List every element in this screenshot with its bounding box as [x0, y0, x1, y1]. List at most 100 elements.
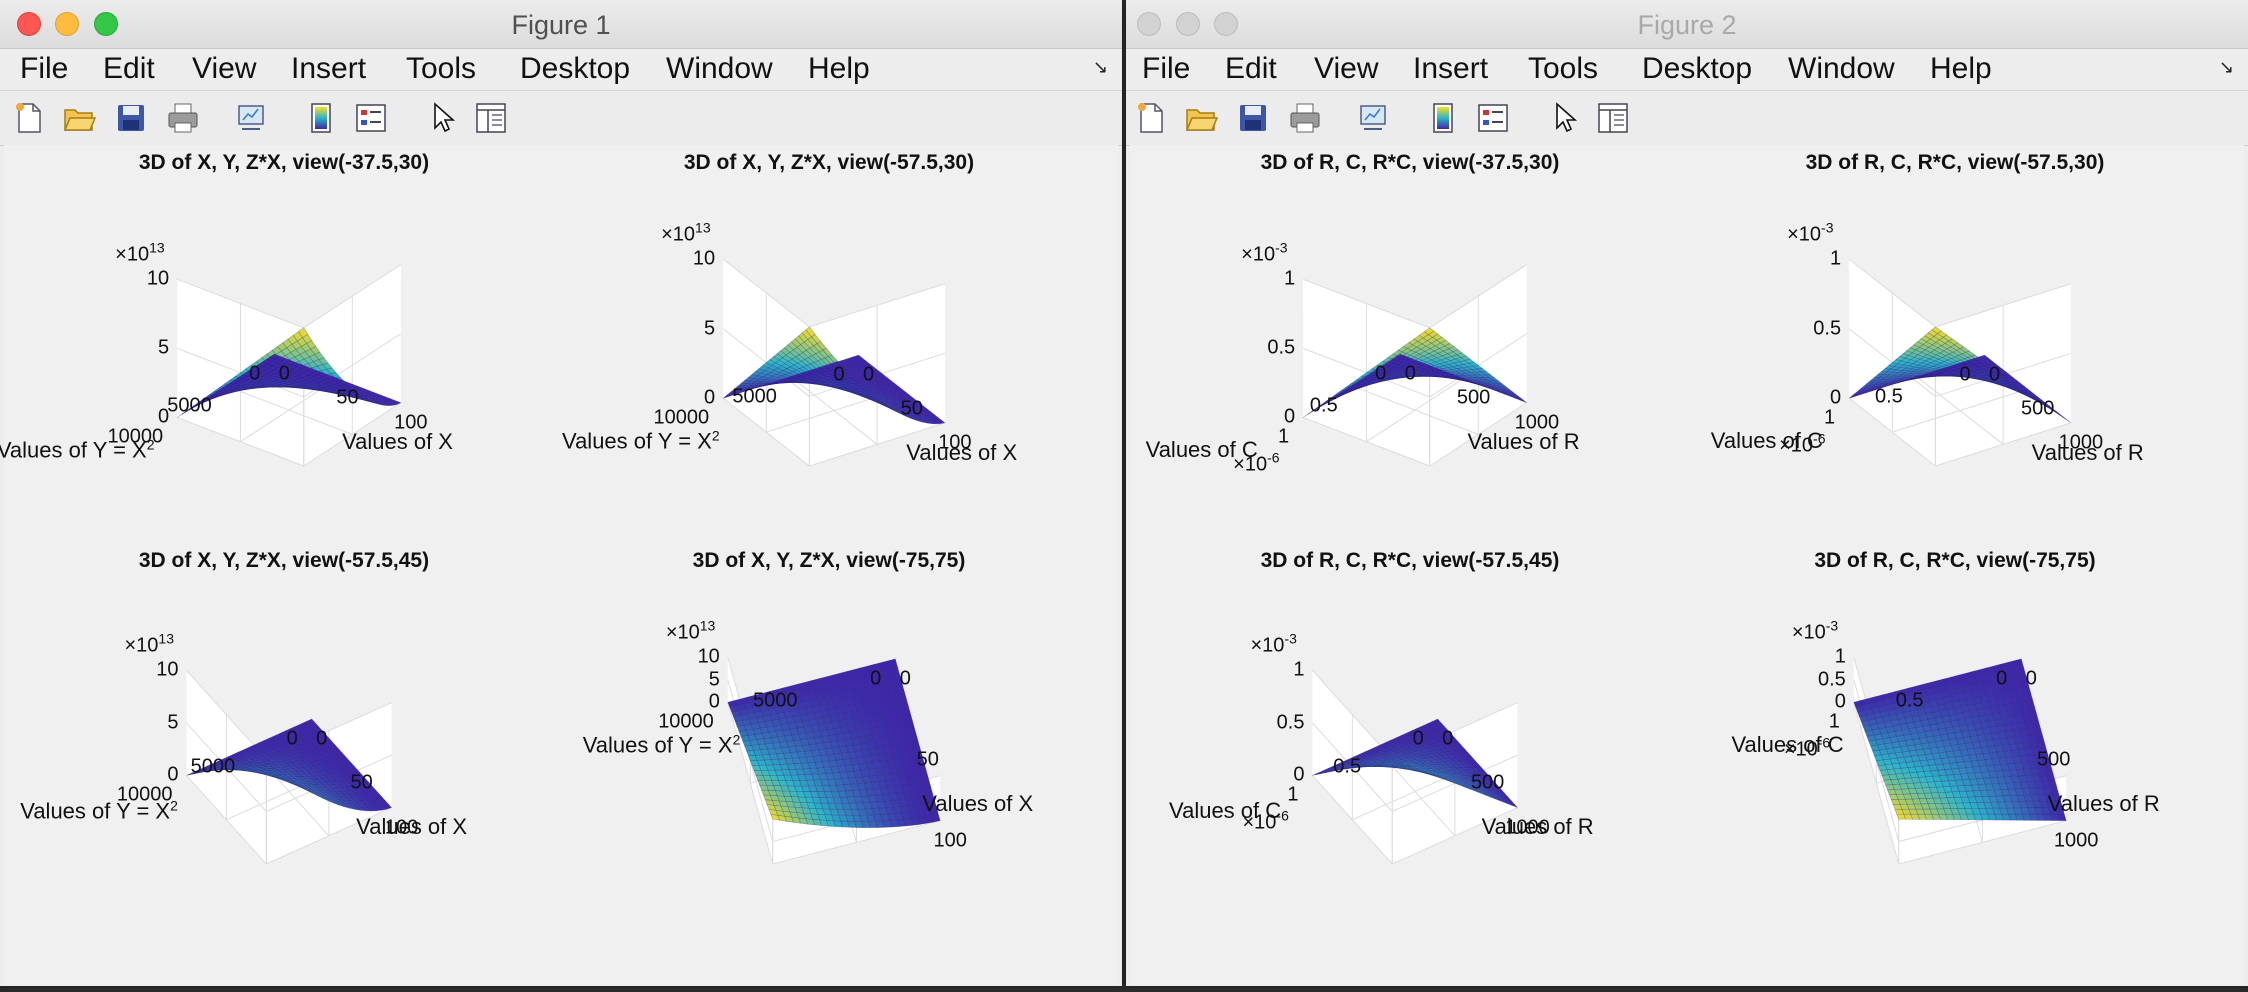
menu-view[interactable]: View: [192, 52, 257, 85]
menu-desktop[interactable]: Desktop: [1642, 52, 1753, 85]
close-window-button[interactable]: [1137, 12, 1161, 36]
plot-title: 3D of R, C, R*C, view(-75,75): [1814, 549, 2096, 572]
figure-toolbar: [0, 90, 1122, 146]
print-icon[interactable]: [1288, 101, 1322, 135]
y-axis-label: Values of C: [1145, 436, 1258, 462]
print-icon[interactable]: [166, 101, 200, 135]
surface-plot-1[interactable]: [1302, 264, 1528, 467]
minimize-window-button[interactable]: [55, 12, 79, 36]
y-tick-label: 0.5: [1875, 385, 1903, 408]
close-window-button[interactable]: [17, 12, 41, 36]
pointer-icon[interactable]: [426, 101, 460, 135]
property-editor-icon[interactable]: [474, 101, 508, 135]
z-tick-label: 0: [167, 763, 179, 786]
link-plot-icon[interactable]: [1356, 101, 1390, 135]
y-tick-label: 1: [1278, 425, 1290, 448]
property-editor-icon[interactable]: [1596, 101, 1630, 135]
dock-arrow-icon[interactable]: ↘: [2218, 57, 2234, 77]
menu-window[interactable]: Window: [666, 52, 773, 85]
y-tick-label: 0: [286, 727, 298, 750]
z-exponent-label: ×1013: [665, 618, 716, 644]
save-icon[interactable]: [114, 101, 148, 135]
plot-title: 3D of R, C, R*C, view(-37.5,30): [1260, 151, 1560, 174]
z-tick-label: 0: [158, 405, 170, 428]
y-tick-label: 0: [249, 362, 261, 385]
menu-file[interactable]: File: [1142, 52, 1191, 85]
title-bar[interactable]: Figure 1: [0, 0, 1122, 49]
x-tick-label: 50: [916, 748, 939, 771]
z-tick-label: 1: [1284, 267, 1296, 290]
y-tick-label: 10000: [658, 710, 714, 733]
surface-plot-1[interactable]: [176, 264, 402, 467]
open-file-icon[interactable]: [62, 101, 96, 135]
y-tick-label: 0.5: [1333, 755, 1362, 778]
open-file-icon[interactable]: [1184, 101, 1218, 135]
x-tick-label: 0: [278, 362, 290, 385]
z-tick-label: 0: [708, 690, 720, 713]
x-axis-label: Values of R: [2031, 439, 2144, 465]
colorbar-icon[interactable]: [304, 101, 338, 135]
menu-help[interactable]: Help: [808, 52, 870, 85]
save-icon[interactable]: [1236, 101, 1270, 135]
menu-help[interactable]: Help: [1930, 52, 1992, 85]
surface-plot-4[interactable]: [727, 657, 941, 865]
plot-title: 3D of X, Y, Z*X, view(-75,75): [692, 549, 966, 572]
y-exponent-label: ×10-6: [1233, 450, 1280, 476]
x-tick-label: 50: [336, 386, 359, 409]
legend-icon[interactable]: [1476, 101, 1510, 135]
menu-view[interactable]: View: [1314, 52, 1379, 85]
menu-bar: File Edit View Insert Tools Desktop Wind…: [0, 49, 1122, 89]
z-tick-label: 5: [708, 668, 720, 691]
surface-plot-3[interactable]: [1312, 670, 1518, 865]
pointer-icon[interactable]: [1548, 101, 1582, 135]
x-tick-label: 0: [2025, 667, 2037, 690]
menu-edit[interactable]: Edit: [103, 52, 155, 85]
dock-arrow-icon[interactable]: ↘: [1092, 57, 1108, 77]
x-tick-label: 1000: [1505, 816, 1550, 839]
z-tick-label: 10: [156, 658, 179, 681]
x-tick-label: 100: [394, 411, 428, 434]
z-exponent-label: ×10-3: [1791, 618, 1839, 644]
figure-1-window[interactable]: Figure 1 File Edit View Insert Tools Des…: [0, 0, 1122, 986]
link-plot-icon[interactable]: [234, 101, 268, 135]
menu-insert[interactable]: Insert: [1413, 52, 1489, 85]
z-tick-label: 0: [1284, 405, 1296, 428]
z-exponent-label: ×1013: [115, 239, 165, 266]
title-bar[interactable]: Figure 2: [1126, 0, 2248, 49]
menu-insert[interactable]: Insert: [291, 52, 367, 85]
y-tick-label: 5000: [167, 394, 212, 417]
x-axis-label: Values of R: [1481, 814, 1594, 840]
plot-title: 3D of X, Y, Z*X, view(-57.5,45): [138, 549, 430, 572]
zoom-window-button[interactable]: [1214, 12, 1238, 36]
surface-plot-4[interactable]: [1853, 657, 2067, 865]
colorbar-icon[interactable]: [1426, 101, 1460, 135]
figure-2-window[interactable]: Figure 2 File Edit View Insert Tools Des…: [1126, 0, 2248, 986]
z-tick-label: 0: [1834, 690, 1846, 713]
z-tick-label: 5: [158, 336, 170, 359]
y-axis-label: Values of Y = X2: [562, 427, 720, 454]
new-figure-icon[interactable]: [1134, 101, 1168, 135]
y-tick-label: 10000: [116, 783, 173, 806]
menu-window[interactable]: Window: [1788, 52, 1895, 85]
surface-plot-3[interactable]: [186, 670, 393, 865]
y-tick-label: 10000: [653, 406, 710, 429]
menu-desktop[interactable]: Desktop: [520, 52, 631, 85]
menu-tools[interactable]: Tools: [1528, 52, 1599, 85]
z-exponent-label: ×1013: [124, 631, 174, 657]
y-tick-label: 0: [833, 363, 845, 386]
menu-file[interactable]: File: [20, 52, 69, 85]
legend-icon[interactable]: [354, 101, 388, 135]
surface-plot-2[interactable]: [722, 258, 946, 467]
y-exponent-label: ×10-6: [1779, 430, 1826, 457]
figure-plots: [1302, 258, 2072, 865]
menu-edit[interactable]: Edit: [1225, 52, 1277, 85]
surface-plot-2[interactable]: [1848, 258, 2072, 467]
figure-plots: [176, 258, 946, 865]
zoom-window-button[interactable]: [94, 12, 118, 36]
menu-tools[interactable]: Tools: [406, 52, 477, 85]
y-tick-label: 0: [1375, 362, 1387, 385]
y-tick-label: 5000: [732, 385, 777, 408]
y-tick-label: 1: [1823, 406, 1836, 429]
minimize-window-button[interactable]: [1176, 12, 1200, 36]
new-figure-icon[interactable]: [12, 101, 46, 135]
